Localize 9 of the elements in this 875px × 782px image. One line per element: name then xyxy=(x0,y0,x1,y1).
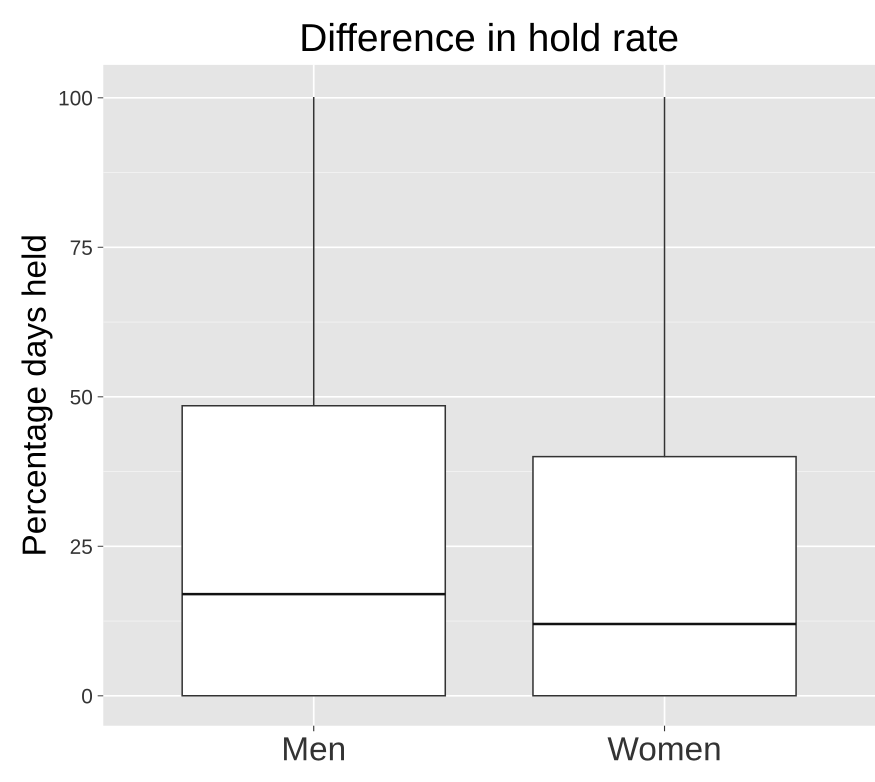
chart-title: Difference in hold rate xyxy=(302,22,678,52)
y-tick-label: 75 xyxy=(70,240,92,256)
y-tick-label: 0 xyxy=(82,688,92,704)
x-tick-label: Men xyxy=(284,737,344,761)
y-axis-title: Percentage days held xyxy=(21,236,53,554)
y-tick-label: 100 xyxy=(60,90,92,106)
y-tick-label: 50 xyxy=(70,390,92,405)
x-tick-label: Women xyxy=(608,737,720,761)
y-tick-label: 25 xyxy=(70,539,92,554)
